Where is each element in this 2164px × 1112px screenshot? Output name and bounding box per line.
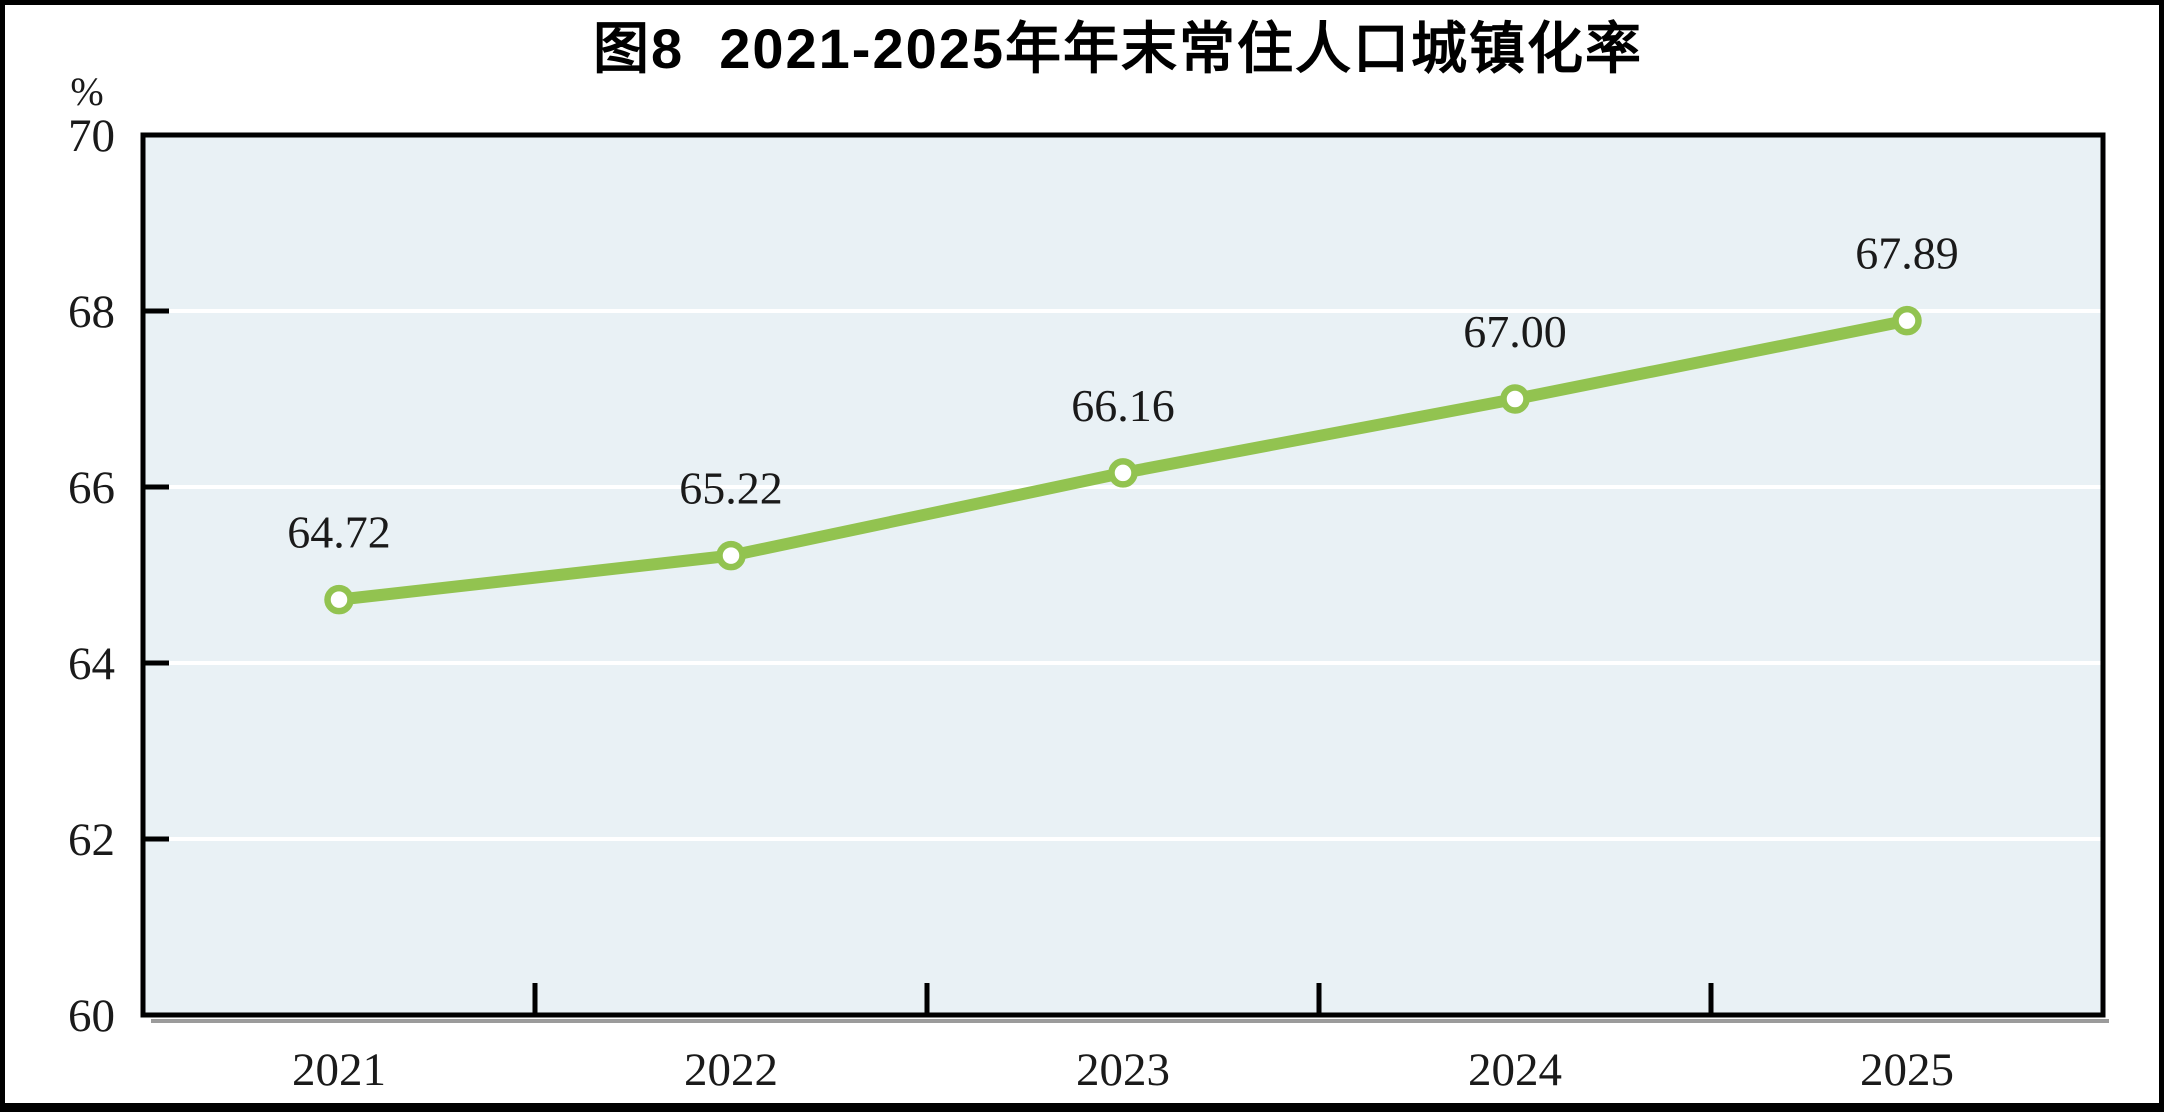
y-tick-label: 60 [68,990,115,1042]
data-point-marker [1500,384,1530,414]
chart-title: 图8 2021-2025年年末常住人口城镇化率 [592,17,1644,80]
data-label: 67.89 [1855,228,1959,279]
data-point-marker [324,584,354,615]
data-point-marker [716,540,746,571]
data-label: 64.72 [287,507,391,558]
x-tick-label: 2021 [292,1044,386,1096]
y-axis-unit-label: % [70,69,103,114]
data-label: 67.00 [1463,306,1567,357]
x-tick-label: 2024 [1468,1044,1562,1096]
line-chart: 64.72 65.22 66.16 67.00 67.89 60 62 64 66 68 70% 20… [68,69,2109,1096]
data-point-marker [1108,458,1138,488]
plot-area [143,135,2103,1015]
y-tick-label: 62 [68,814,115,866]
data-label: 65.22 [679,463,783,514]
plot-frame [140,132,2106,1018]
x-tick-label: 2023 [1076,1044,1170,1096]
x-tick-label: 2025 [1860,1044,1954,1096]
data-label: 66.16 [1071,380,1175,431]
y-tick-label: 66 [68,462,115,514]
data-point-marker [1892,305,1922,336]
y-tick-label: 70 [68,110,115,162]
y-tick-label: 64 [68,638,115,690]
y-tick-label: 68 [68,286,115,338]
x-tick-label: 2022 [684,1044,778,1096]
